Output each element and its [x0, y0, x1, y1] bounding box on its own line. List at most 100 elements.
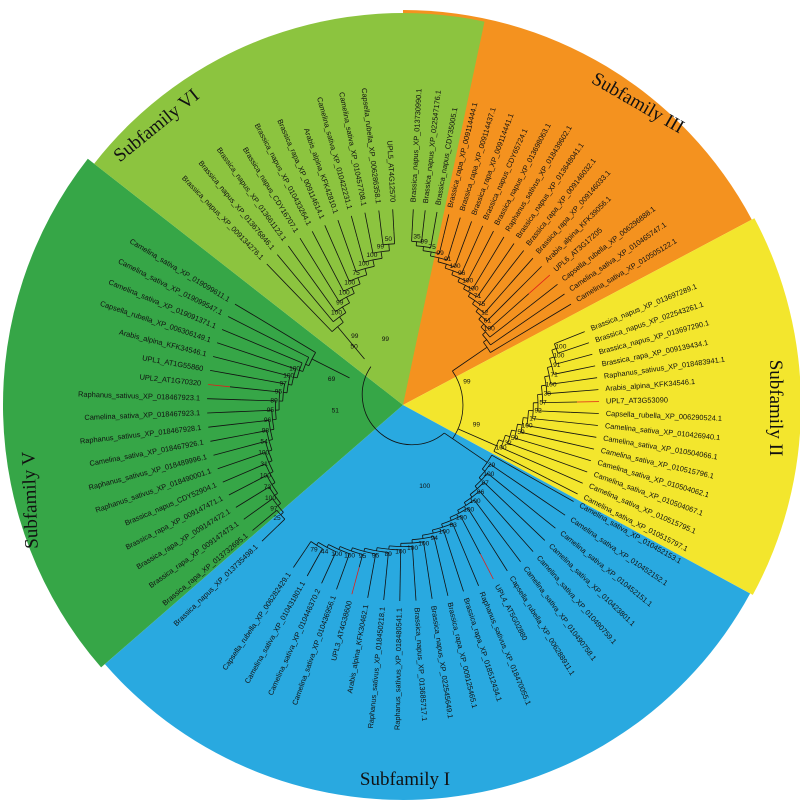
- internal-branch: [380, 251, 383, 259]
- internal-branch: [547, 365, 553, 368]
- bootstrap-value: 100: [407, 545, 418, 552]
- internal-branch: [268, 439, 273, 441]
- internal-branch: [388, 244, 390, 251]
- internal-branch: [343, 553, 350, 569]
- bootstrap-value: 51: [332, 408, 340, 415]
- bootstrap-value: 29: [488, 462, 496, 469]
- internal-branch: [467, 507, 490, 543]
- leaf-branch: [350, 215, 358, 238]
- bootstrap-value: 100: [358, 261, 369, 268]
- internal-branch: [291, 271, 334, 322]
- internal-branch: [433, 536, 442, 569]
- leaf-branch: [501, 243, 515, 262]
- internal-branch: [412, 546, 415, 567]
- internal-branch: [314, 261, 340, 302]
- backbone-branch: [452, 346, 488, 372]
- internal-arc: [478, 319, 489, 330]
- bootstrap-value: 92: [535, 408, 543, 415]
- bootstrap-value: 57: [539, 399, 547, 406]
- bootstrap-value: 35: [413, 233, 421, 240]
- internal-branch: [449, 517, 452, 521]
- leaf-branch: [276, 254, 292, 272]
- internal-branch: [554, 339, 565, 345]
- bootstrap-value: 50: [385, 236, 393, 243]
- internal-branch: [482, 331, 486, 335]
- bootstrap-values: 3599759991100961001007175126110010010091…: [258, 233, 567, 560]
- bootstrap-value: 25: [273, 515, 281, 522]
- internal-branch: [463, 502, 467, 506]
- bootstrap-value: 59: [511, 435, 519, 442]
- internal-branch: [479, 490, 515, 531]
- bootstrap-value: 99: [463, 378, 471, 385]
- internal-branch: [286, 283, 333, 332]
- internal-branch: [463, 285, 466, 290]
- bootstrap-value: 75: [478, 301, 486, 308]
- leaf-label: UPL5_AT4G12570: [385, 140, 397, 202]
- bootstrap-value: 100: [483, 471, 494, 478]
- leaf-branch: [573, 365, 596, 371]
- internal-branch: [443, 530, 454, 560]
- bootstrap-value: 71: [474, 293, 482, 300]
- leaf-branch: [421, 210, 426, 239]
- internal-branch: [274, 492, 278, 496]
- internal-branch: [556, 362, 560, 365]
- internal-branch: [478, 315, 482, 320]
- internal-branch: [514, 437, 559, 452]
- internal-branch: [411, 231, 413, 242]
- leaf-label: Raphanus_sativus_XP_018480541.1: [393, 608, 404, 730]
- backbone-branch: [452, 438, 488, 463]
- internal-branch: [498, 439, 504, 442]
- leaf-branch: [519, 516, 546, 541]
- leaf-branch: [562, 342, 590, 353]
- leaf-branch: [514, 530, 534, 552]
- internal-branch: [241, 399, 276, 402]
- bootstrap-value: 100: [289, 365, 300, 372]
- internal-branch: [229, 386, 280, 393]
- bootstrap-value: 100: [484, 325, 495, 332]
- bootstrap-value: 100: [463, 506, 474, 513]
- leaf-branch: [222, 468, 255, 483]
- backbone-branch: [311, 358, 350, 379]
- internal-branch: [356, 237, 365, 263]
- internal-branch: [486, 281, 527, 322]
- leaf-branch: [324, 225, 339, 257]
- backbone-arc: [361, 366, 445, 446]
- bootstrap-value: 91: [444, 256, 452, 263]
- internal-branch: [546, 391, 565, 395]
- bootstrap-value: 97: [482, 480, 490, 487]
- leaf-branch: [210, 370, 238, 376]
- internal-branch: [557, 351, 563, 354]
- leaf-branch: [383, 578, 387, 601]
- bootstrap-value: 97: [280, 380, 288, 387]
- internal-branch: [237, 349, 296, 370]
- internal-branch: [549, 356, 555, 359]
- internal-branch: [483, 482, 521, 518]
- internal-branch: [490, 318, 548, 353]
- bootstrap-value: 95: [372, 552, 380, 559]
- internal-branch: [472, 300, 476, 305]
- bootstrap-value: 100: [496, 444, 507, 451]
- internal-branch: [542, 401, 578, 403]
- internal-branch: [457, 277, 460, 282]
- internal-branch: [373, 553, 377, 565]
- leaf-branch: [546, 293, 565, 307]
- internal-branch: [523, 417, 528, 419]
- leaf-branch: [266, 263, 287, 285]
- leaf-branch: [546, 303, 572, 319]
- leaf-branch: [337, 219, 348, 247]
- bootstrap-value: 91: [553, 362, 561, 369]
- bootstrap-value: 100: [395, 548, 406, 555]
- internal-branch: [346, 246, 357, 272]
- leaf-branch: [506, 250, 525, 273]
- bootstrap-value: 73: [264, 484, 272, 491]
- internal-branch: [320, 548, 323, 552]
- bootstrap-value: 98: [262, 428, 270, 435]
- bootstrap-value: 100: [258, 450, 269, 457]
- internal-branch: [253, 475, 267, 483]
- leaf-branch: [556, 471, 583, 484]
- bootstrap-value: 100: [462, 278, 473, 285]
- internal-branch: [437, 257, 440, 262]
- bootstrap-value: 94: [431, 535, 439, 542]
- internal-branch: [478, 477, 482, 481]
- internal-branch: [491, 454, 545, 486]
